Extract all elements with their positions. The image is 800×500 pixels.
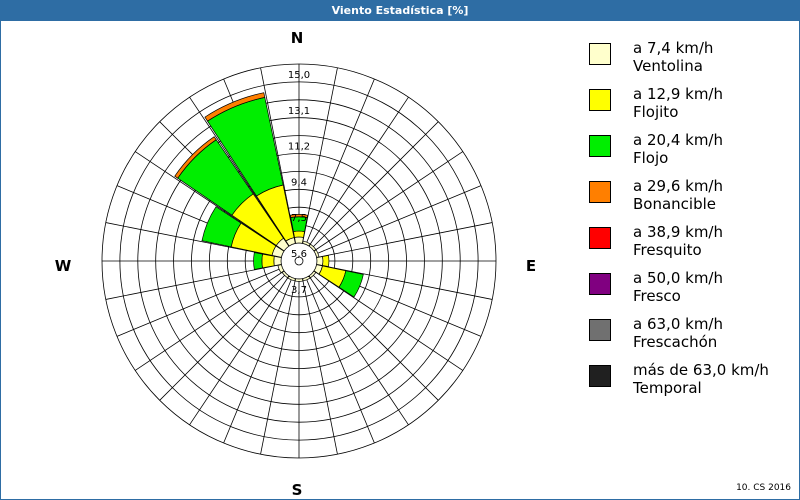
- petal-nw-3: [174, 136, 217, 179]
- legend-swatch: [589, 365, 611, 387]
- legend-swatch: [589, 319, 611, 341]
- grid-spoke: [260, 67, 296, 244]
- legend-swatch: [589, 227, 611, 249]
- petal-ne-0: [308, 243, 317, 252]
- legend-speed: a 20,4 km/h: [633, 131, 723, 149]
- grid-spoke: [316, 264, 493, 300]
- grid-spoke: [316, 222, 493, 258]
- footer-credit: 10. CS 2016: [736, 483, 791, 493]
- grid-spoke: [116, 267, 283, 337]
- petal-nnw-3: [204, 92, 266, 122]
- legend-speed: a 38,9 km/h: [633, 223, 723, 241]
- petal-ene-0: [313, 249, 320, 258]
- legend-speed: a 63,0 km/h: [633, 315, 723, 333]
- grid-spoke: [313, 151, 464, 252]
- petal-w-2: [253, 252, 263, 270]
- center-hub: [294, 256, 304, 266]
- grid-spoke: [189, 96, 290, 247]
- legend-class: Temporal: [633, 379, 702, 397]
- petal-ssw-0: [287, 275, 296, 282]
- wind-petals: [174, 92, 364, 298]
- grid-spoke: [105, 264, 282, 300]
- grid-spoke: [159, 273, 287, 401]
- hub-circle: [294, 256, 304, 266]
- grid-spoke: [308, 96, 409, 247]
- chart-title: Viento Estadística [%]: [1, 1, 799, 21]
- grid-spoke: [223, 277, 293, 444]
- legend-speed: a 12,9 km/h: [633, 85, 723, 103]
- legend-item-bonancible: a 29,6 km/h Bonancible: [589, 177, 794, 223]
- grid-spoke: [302, 67, 338, 244]
- legend-item-flojito: a 12,9 km/h Flojito: [589, 85, 794, 131]
- legend: a 7,4 km/h Ventolina a 12,9 km/h Flojito a…: [589, 39, 794, 407]
- petal-ese-2: [338, 270, 364, 298]
- compass-north: N: [291, 29, 304, 47]
- petal-e-1: [322, 255, 330, 267]
- grid-spoke: [308, 275, 409, 426]
- legend-item-fresco: a 50,0 km/h Fresco: [589, 269, 794, 315]
- legend-class: Fresco: [633, 287, 681, 305]
- grid-spoke: [134, 151, 285, 252]
- legend-speed: a 7,4 km/h: [633, 39, 714, 57]
- legend-item-fresquito: a 38,9 km/h Fresquito: [589, 223, 794, 269]
- radial-tick-label: 5,6: [291, 249, 307, 260]
- legend-item-flojo: a 20,4 km/h Flojo: [589, 131, 794, 177]
- legend-class: Flojito: [633, 103, 679, 121]
- grid-spoke: [302, 278, 338, 455]
- legend-class: Ventolina: [633, 57, 703, 75]
- petal-wsw-0: [277, 264, 285, 274]
- radial-tick-label: 7,5: [291, 213, 307, 224]
- legend-swatch: [589, 135, 611, 157]
- radial-tick-label: 11,2: [288, 142, 310, 153]
- grid-spoke: [105, 222, 282, 258]
- radial-tick-label: 9,4: [291, 177, 307, 188]
- grid-spoke: [313, 270, 464, 371]
- petal-e-0: [316, 256, 324, 266]
- legend-swatch: [589, 181, 611, 203]
- legend-swatch: [589, 89, 611, 111]
- petal-w-1: [261, 253, 275, 269]
- grid-spoke: [305, 78, 375, 245]
- grid-spoke: [305, 277, 375, 444]
- legend-speed: a 29,6 km/h: [633, 177, 723, 195]
- compass-south: S: [292, 481, 303, 499]
- radial-tick-label: 15,0: [288, 70, 310, 81]
- legend-item-frescachon: a 63,0 km/h Frescachón: [589, 315, 794, 361]
- compass-west: W: [55, 257, 72, 275]
- petal-wnw-2: [201, 206, 242, 248]
- radial-tick-label: 3,7: [291, 285, 307, 296]
- petal-sse-0: [302, 275, 311, 282]
- petal-nne-0: [302, 240, 311, 247]
- legend-class: Frescachón: [633, 333, 718, 351]
- petal-n-0: [294, 236, 304, 244]
- radial-tick-labels: 15,0 13,1 11,2 9,4 7,5 5,6 3,7: [288, 70, 310, 296]
- legend-class: Fresquito: [633, 241, 702, 259]
- compass-east: E: [526, 257, 536, 275]
- legend-class: Bonancible: [633, 195, 717, 213]
- grid-spoke: [260, 278, 296, 455]
- legend-speed: más de 63,0 km/h: [633, 361, 769, 379]
- grid-spoke: [311, 273, 439, 401]
- legend-swatch: [589, 273, 611, 295]
- petal-w-0: [273, 255, 282, 267]
- legend-item-temporal: más de 63,0 km/h Temporal: [589, 361, 794, 407]
- grid-spoke: [315, 185, 482, 255]
- petal-se-0: [308, 270, 317, 279]
- petal-n-3: [289, 214, 309, 218]
- radial-tick-label: 13,1: [288, 106, 310, 117]
- legend-speed: a 50,0 km/h: [633, 269, 723, 287]
- petal-s-0: [294, 278, 304, 282]
- grid-spoke: [311, 121, 439, 249]
- legend-swatch: [589, 43, 611, 65]
- wind-rose-chart: 15,0 13,1 11,2 9,4 7,5 5,6 3,7 N E S W: [55, 29, 536, 499]
- legend-item-ventolina: a 7,4 km/h Ventolina: [589, 39, 794, 85]
- grid-spoke: [134, 270, 285, 371]
- grid-spoke: [189, 275, 290, 426]
- legend-class: Flojo: [633, 149, 669, 167]
- petal-n-1: [293, 230, 305, 238]
- petal-sw-0: [281, 270, 290, 279]
